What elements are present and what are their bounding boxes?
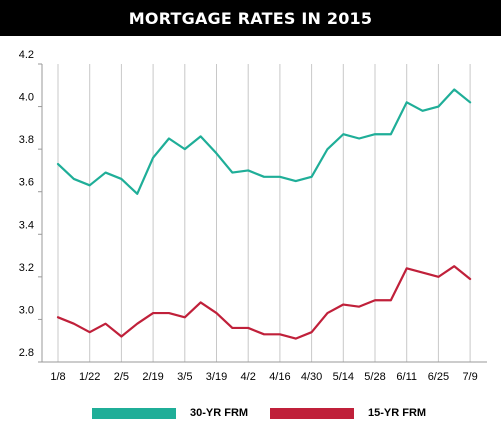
x-tick-label: 1/22 bbox=[79, 371, 100, 383]
y-tick-label: 4.0 bbox=[19, 92, 34, 104]
y-tick-label: 3.6 bbox=[19, 177, 34, 189]
series-line-15yr bbox=[56, 265, 472, 340]
axis-layer bbox=[38, 63, 487, 363]
x-tick-label: 4/2 bbox=[241, 371, 256, 383]
series-line-30yr bbox=[56, 88, 472, 195]
series-layer bbox=[56, 88, 472, 340]
grid-layer bbox=[57, 64, 471, 362]
x-tick-label: 6/25 bbox=[428, 371, 449, 383]
y-tick-label: 3.4 bbox=[19, 219, 34, 231]
legend-item-15yr: 15-YR FRM bbox=[270, 406, 426, 420]
x-tick-label: 5/14 bbox=[333, 371, 354, 383]
legend-swatch-15yr bbox=[270, 407, 354, 419]
legend-label-30yr: 30-YR FRM bbox=[190, 407, 249, 419]
x-tick-labels: 1/8 1/22 2/5 2/19 3/5 3/19 4/2 4/16 4/30 5/14 5/28… bbox=[50, 371, 477, 383]
x-tick-label: 3/19 bbox=[206, 371, 227, 383]
x-tick-label: 6/11 bbox=[396, 371, 417, 383]
x-tick-label: 3/5 bbox=[177, 371, 192, 383]
legend-swatch-30yr bbox=[92, 407, 176, 419]
legend-label-15yr: 15-YR FRM bbox=[368, 407, 427, 419]
y-tick-label: 2.8 bbox=[19, 347, 34, 359]
x-tick-label: 1/8 bbox=[50, 371, 65, 383]
y-tick-label: 3.2 bbox=[19, 262, 34, 274]
line-chart: 4.2 4.0 3.8 3.6 3.4 3.2 3.0 2.8 1/8 1/22 2/5 2/19 3… bbox=[19, 49, 487, 383]
legend-item-30yr: 30-YR FRM bbox=[92, 406, 248, 420]
y-tick-label: 3.0 bbox=[19, 304, 34, 316]
x-tick-label: 7/9 bbox=[462, 371, 477, 383]
x-tick-label: 5/28 bbox=[364, 371, 385, 383]
y-tick-labels: 4.2 4.0 3.8 3.6 3.4 3.2 3.0 2.8 bbox=[19, 49, 34, 359]
chart-title: MORTGAGE RATES IN 2015 bbox=[0, 0, 501, 36]
x-tick-label: 4/30 bbox=[301, 371, 322, 383]
x-tick-label: 4/16 bbox=[269, 371, 290, 383]
x-tick-label: 2/19 bbox=[142, 371, 163, 383]
y-tick-label: 3.8 bbox=[19, 134, 34, 146]
y-tick-label: 4.2 bbox=[19, 49, 34, 61]
x-tick-label: 2/5 bbox=[114, 371, 129, 383]
legend: 30-YR FRM 15-YR FRM bbox=[0, 398, 501, 428]
